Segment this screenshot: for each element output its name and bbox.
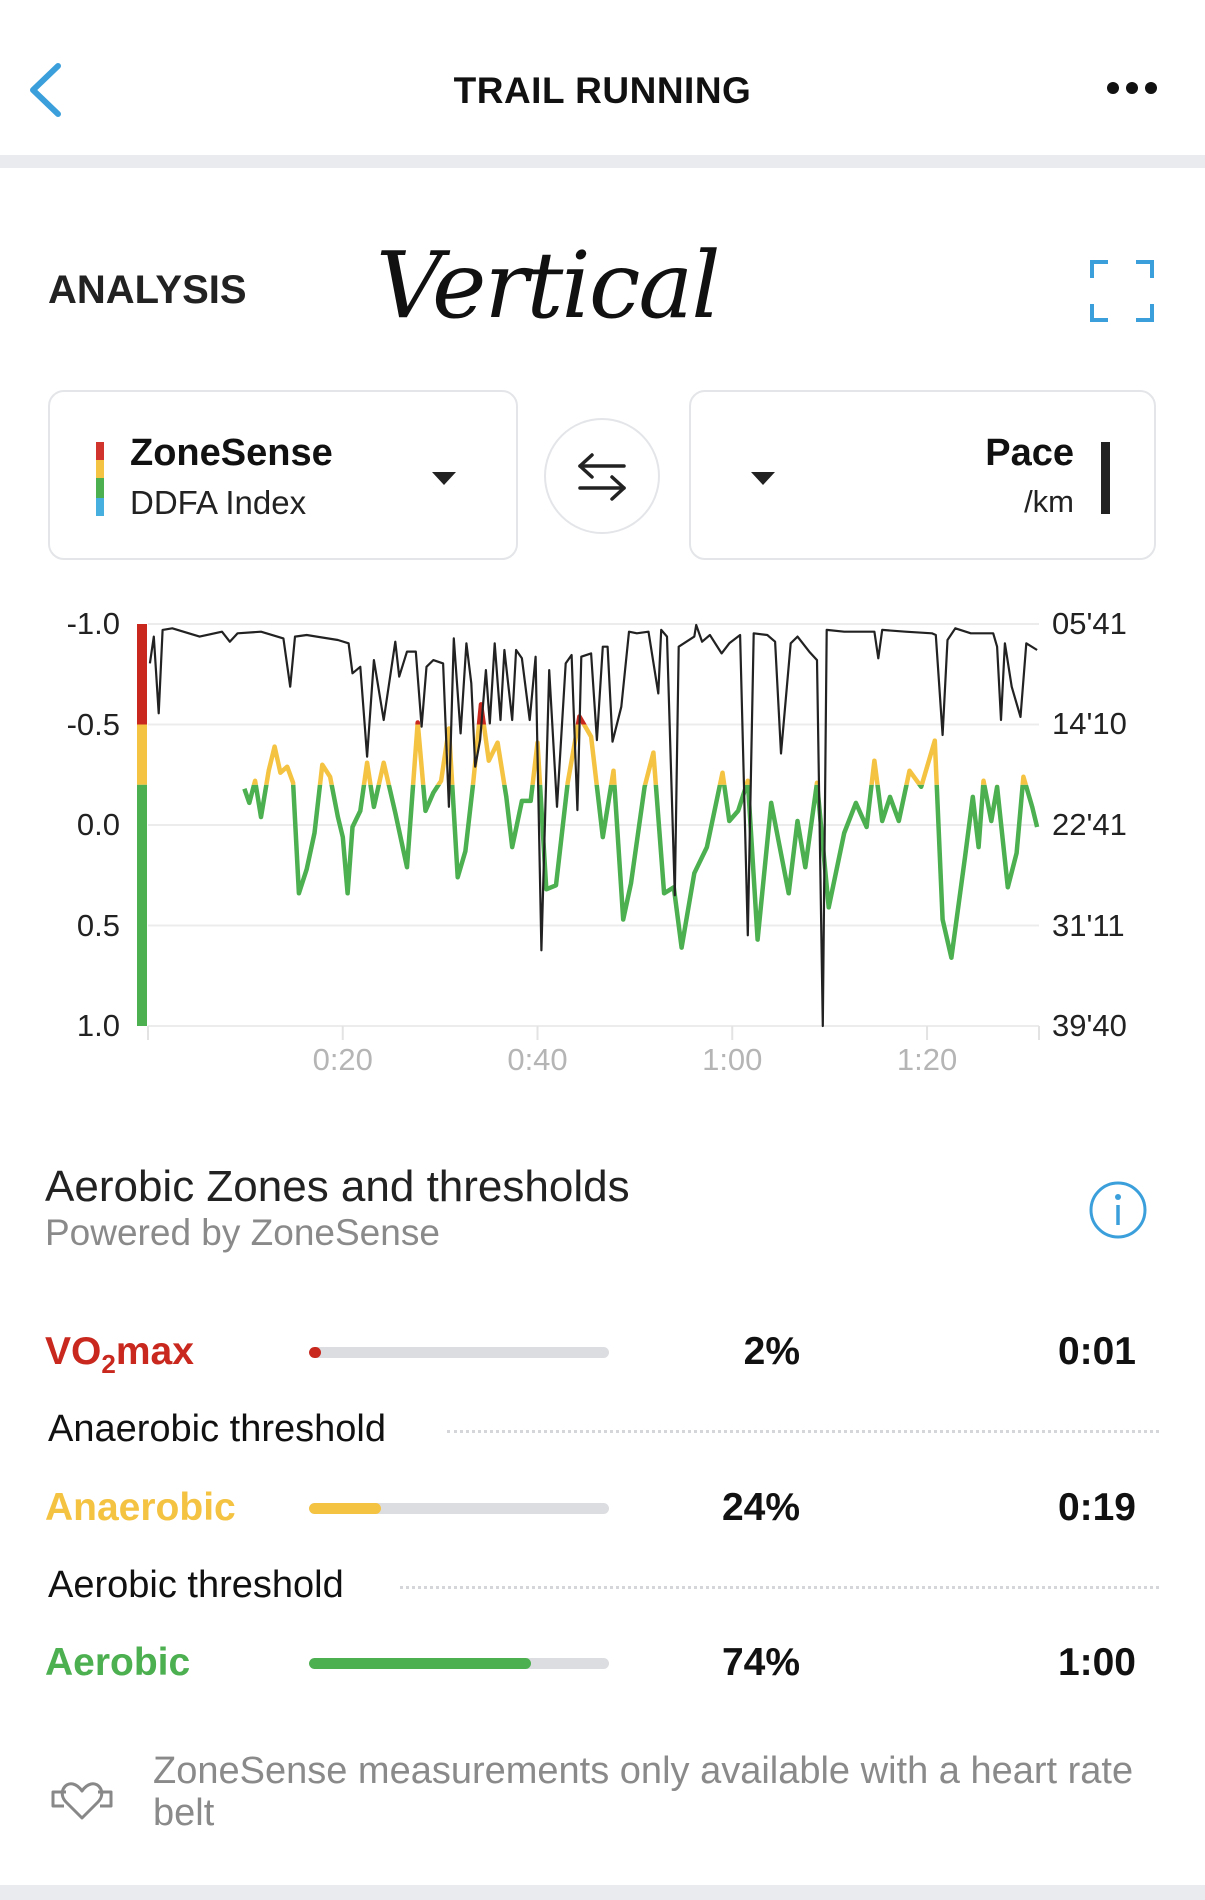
- back-button[interactable]: [25, 60, 75, 120]
- left-axis-tick-label: -0.5: [66, 706, 120, 742]
- pace-line: [148, 623, 1038, 1028]
- left-metric-selector[interactable]: ZoneSense DDFA Index: [48, 390, 518, 560]
- analysis-title: ANALYSIS: [48, 268, 247, 312]
- analysis-chart[interactable]: -1.0 -0.5 0.0 0.5 1.0 05'41 14'10 22'41 31'11 39…: [0, 590, 1205, 1090]
- right-metric-selector[interactable]: Pace /km: [689, 390, 1156, 560]
- anaerobic-percent: 24%: [721, 1486, 800, 1529]
- x-axis-tick-label: 1:20: [896, 1042, 958, 1077]
- anaerobic-progress-fill: [309, 1503, 381, 1514]
- ddfa-index-line-red: [415, 702, 587, 725]
- dropdown-caret-icon: [432, 472, 456, 485]
- right-metric-unit: /km: [1024, 484, 1074, 519]
- vo2max-progress-fill: [309, 1347, 321, 1358]
- vo2max-label-main: VO: [45, 1330, 102, 1373]
- info-icon: [1089, 1181, 1147, 1239]
- chart-svg: [137, 623, 1040, 1040]
- x-axis-tick-label: 1:00: [702, 1042, 763, 1077]
- zonesense-availability-note: ZoneSense measurements only available wi…: [153, 1750, 1134, 1834]
- left-metric-unit: DDFA Index: [130, 484, 307, 521]
- vo2max-time: 0:01: [1057, 1330, 1136, 1373]
- right-metric-name: Pace: [985, 432, 1074, 474]
- right-axis-tick-label: 05'41: [1052, 606, 1127, 641]
- vo2max-label: VO2max: [45, 1330, 194, 1380]
- expand-button[interactable]: [1090, 260, 1154, 322]
- anaerobic-threshold-label: Anaerobic threshold: [48, 1408, 386, 1450]
- aerobic-progress-fill: [309, 1658, 531, 1669]
- aerobic-time: 1:00: [1057, 1641, 1136, 1684]
- anaerobic-time: 0:19: [1057, 1486, 1136, 1529]
- page-title: TRAIL RUNNING: [453, 70, 752, 111]
- right-axis-tick-label: 14'10: [1052, 706, 1127, 742]
- right-axis-tick-label: 39'40: [1052, 1008, 1127, 1043]
- ddfa-index-line-yellow: [251, 724, 1029, 785]
- zone-gradient-icon: [96, 442, 104, 516]
- aerobic-progress-bar: [309, 1658, 609, 1669]
- zone-bar-vo2max: [137, 624, 147, 725]
- more-button[interactable]: [1105, 76, 1160, 100]
- pace-line-legend-icon: [1101, 442, 1110, 514]
- zones-section-subtitle: Powered by ZoneSense: [45, 1212, 440, 1253]
- zones-section-title: Aerobic Zones and thresholds: [45, 1162, 630, 1211]
- handwritten-annotation: Vertical: [376, 232, 721, 339]
- left-axis-tick-label: -1.0: [66, 606, 120, 641]
- zone-bar-aerobic: [137, 784, 147, 1026]
- expand-icon: [1090, 260, 1154, 322]
- x-axis-tick-label: 0:40: [507, 1042, 568, 1077]
- aerobic-threshold-label: Aerobic threshold: [48, 1564, 344, 1606]
- vo2max-progress-bar: [309, 1347, 609, 1358]
- vo2max-percent: 2%: [743, 1330, 800, 1373]
- anaerobic-progress-bar: [309, 1503, 609, 1514]
- left-axis-tick-label: 1.0: [76, 1008, 120, 1043]
- swap-arrows-icon: [578, 453, 626, 501]
- zone-bar-anaerobic: [137, 724, 147, 785]
- anaerobic-label: Anaerobic: [45, 1486, 236, 1529]
- chevron-left-icon: [30, 63, 61, 117]
- x-axis-tick-label: 0:20: [312, 1042, 373, 1077]
- right-axis-tick-label: 22'41: [1052, 807, 1127, 843]
- aerobic-threshold-line: [400, 1586, 1159, 1589]
- left-axis-tick-label: 0.0: [76, 807, 120, 842]
- vo2max-label-subscript: 2: [101, 1348, 116, 1379]
- left-metric-name: ZoneSense: [130, 432, 333, 474]
- vo2max-label-rest: max: [115, 1330, 194, 1373]
- info-button[interactable]: [1088, 1180, 1148, 1240]
- dropdown-caret-icon: [751, 472, 775, 485]
- right-axis-tick-label: 31'11: [1052, 907, 1125, 943]
- header-divider: [0, 155, 1205, 168]
- bottom-divider: [0, 1885, 1205, 1900]
- ddfa-index-line-green: [242, 784, 1040, 960]
- more-dots-icon: [1107, 82, 1157, 94]
- anaerobic-threshold-line: [447, 1430, 1159, 1433]
- left-axis-tick-label: 0.5: [76, 907, 120, 943]
- swap-axes-button[interactable]: [544, 418, 660, 534]
- aerobic-percent: 74%: [721, 1641, 800, 1684]
- heart-rate-belt-icon: [51, 1782, 113, 1820]
- aerobic-label: Aerobic: [45, 1641, 191, 1684]
